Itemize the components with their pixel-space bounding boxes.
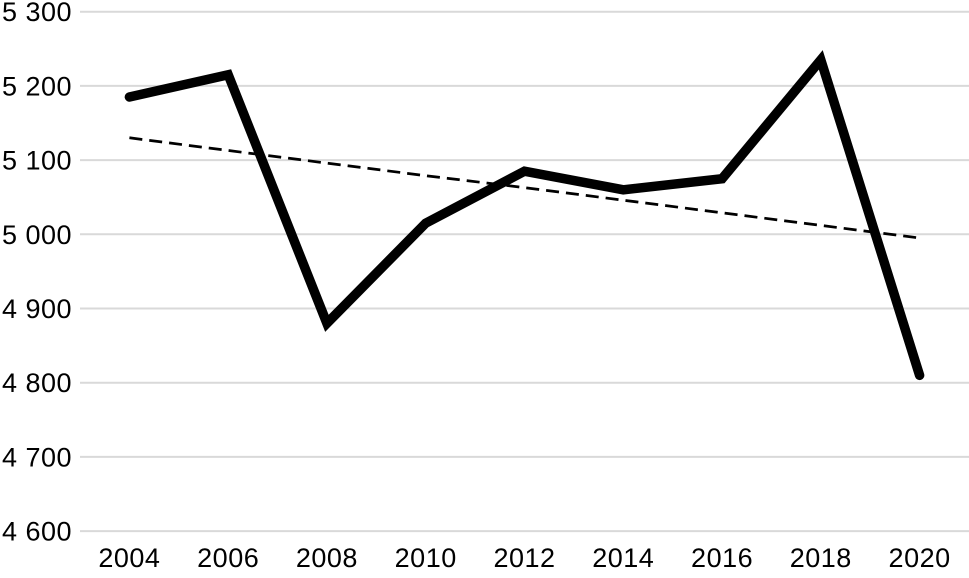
trend-line: [129, 136, 920, 240]
y-axis-tick-label: 4 900: [2, 294, 72, 324]
plot-area: [124, 50, 925, 381]
x-axis-tick-label: 2012: [493, 543, 555, 573]
y-axis-tick-label: 5 000: [2, 220, 72, 250]
x-axis-tick-label: 2020: [889, 543, 951, 573]
y-axis-tick-label: 5 200: [2, 71, 72, 101]
x-axis-tick-label: 2006: [197, 543, 259, 573]
y-axis-tick-label: 5 100: [2, 146, 72, 176]
y-axis-tick-label: 4 700: [2, 442, 72, 472]
x-axis-tick-label: 2010: [395, 543, 457, 573]
gridlines-group: [80, 10, 969, 533]
x-axis-tick-label: 2014: [592, 543, 654, 573]
x-axis-tick-label: 2004: [98, 543, 160, 573]
y-axis-tick-label: 5 300: [2, 0, 72, 27]
data-series-line: [124, 50, 925, 381]
x-axis-tick-label: 2016: [691, 543, 753, 573]
x-axis-labels-group: 2004 2006 2008 2010 2012 2014 2016 2018 2020: [98, 543, 950, 573]
x-axis-tick-label: 2008: [296, 543, 358, 573]
y-axis-labels-group: 4 600 4 700 4 800 4 900 5 000 5 100 5 200 5 300: [2, 0, 72, 547]
x-axis-tick-label: 2018: [790, 543, 852, 573]
y-axis-tick-label: 4 600: [2, 517, 72, 547]
y-axis-tick-label: 4 800: [2, 368, 72, 398]
